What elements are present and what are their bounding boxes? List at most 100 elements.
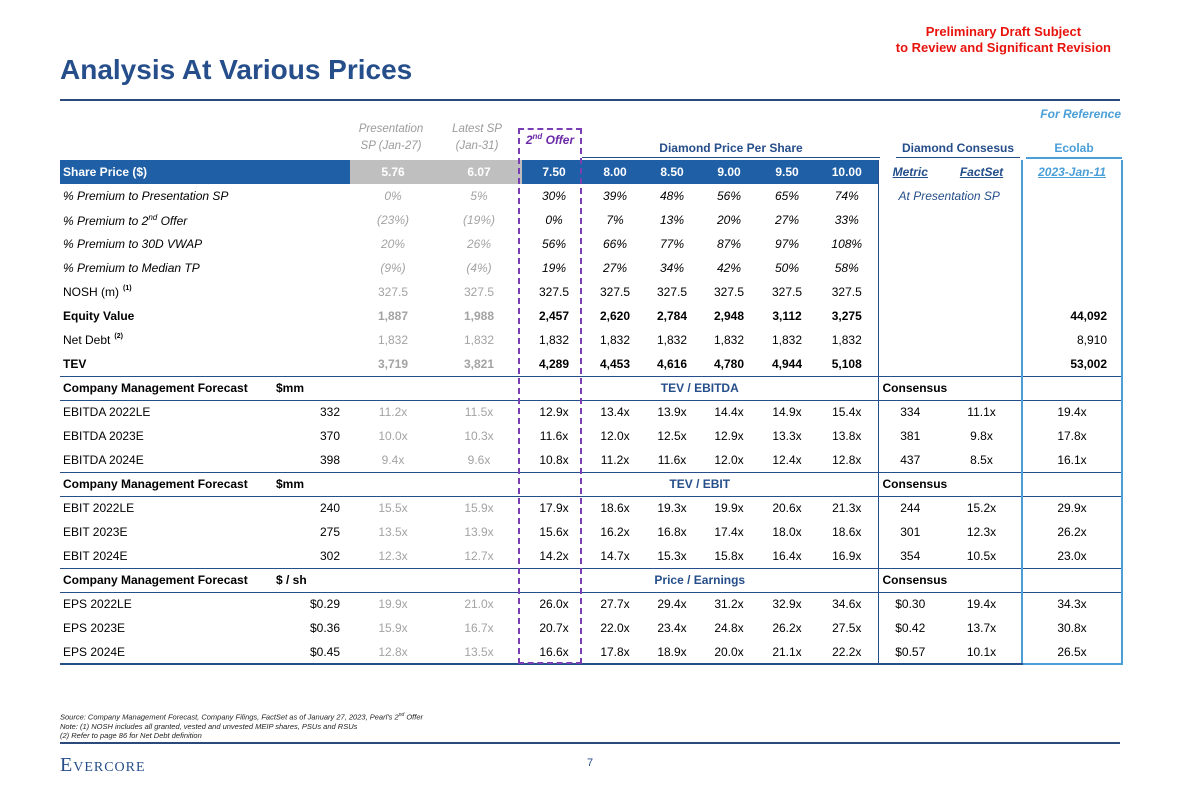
multiple-value: 27.5x [832, 621, 862, 635]
row-label: TEV [60, 352, 350, 376]
multiple-value: 12.9x [539, 405, 569, 420]
consensus-metric: 301 [877, 520, 943, 544]
row-value: 26% [467, 237, 492, 251]
consensus-metric: $0.30 [877, 592, 943, 616]
multiple-value: 20.0x [700, 640, 759, 665]
multiple-value: 21.0x [464, 597, 494, 612]
row-value: 19% [542, 261, 567, 275]
consensus-note [877, 280, 1023, 304]
consensus-metric: 334 [877, 400, 943, 424]
consensus-note [877, 328, 1023, 352]
multiple-value: 12.5x [657, 429, 687, 443]
multiple-value: 15.8x [714, 548, 744, 563]
base-value: $0.36 [309, 621, 341, 635]
row-label: Equity Value [60, 304, 350, 328]
row-value: 4,616 [657, 356, 688, 371]
source-sup: nd [398, 712, 405, 718]
share-price-value: 7.50 [522, 160, 587, 184]
consensus-metric: 244 [877, 496, 943, 520]
row-value: 2,948 [714, 309, 745, 323]
multiple-value: 14.9x [772, 405, 802, 420]
multiple-value: 15.3x [657, 548, 687, 563]
table-row: EBITDA 2022LE 332 11.2x 11.5x 12.9x 13.4x 13.9… [60, 400, 1124, 424]
row-value: 3,821 [464, 356, 495, 371]
row-value: 5% [470, 189, 488, 203]
multiple-value: 11.6x [657, 452, 687, 467]
row-value: 327.5 [714, 285, 745, 299]
row-value: 58% [834, 261, 859, 275]
share-price-value: 6.07 [436, 160, 523, 184]
table-row: Net Debt (2) 1,832 1,832 1,832 1,832 1,832 1,83… [60, 328, 1124, 352]
row-value: 327.5 [600, 285, 631, 299]
row-value: (4%) [466, 261, 492, 275]
row-value: 20% [381, 237, 406, 251]
table-row: % Premium to 30D VWAP 20% 26% 56% 66% 77% 87% 9… [60, 232, 1124, 256]
multiple-value: 10.8x [539, 452, 569, 467]
presentation-header-line-1: Presentation [358, 123, 424, 135]
row-label-text: Net Debt [63, 333, 111, 347]
multiple-value: 26.0x [539, 597, 569, 612]
table-row: EBITDA 2023E 370 10.0x 10.3x 11.6x 12.0x 12.5x… [60, 424, 1124, 448]
row-label: EBITDA 2022LE [63, 405, 151, 420]
multiple-value: 12.4x [772, 452, 802, 467]
table-row: EPS 2023E $0.36 15.9x 16.7x 20.7x 22.0x 23.4x 2… [60, 616, 1124, 640]
row-value: 108% [831, 237, 863, 251]
multiple-value: 24.8x [714, 621, 744, 635]
multiple-value: 31.2x [714, 597, 744, 612]
multiple-value: 12.3x [378, 548, 408, 563]
row-value: 4,289 [539, 356, 570, 371]
table-row: % Premium to Median TP (9%) (4%) 19% 27% 34% 4… [60, 256, 1124, 280]
consensus-factset: 10.1x [942, 640, 1023, 665]
table-row: EPS 2024E $0.45 12.8x 13.5x 16.6x 17.8x 18.9x 2… [60, 640, 1124, 665]
row-label: Net Debt (2) [60, 328, 350, 352]
base-value: $0.29 [309, 597, 341, 612]
multiple-value: 21.1x [758, 640, 817, 665]
row-label: NOSH (m) (1) [60, 280, 350, 304]
row-value: 1,832 [714, 333, 745, 347]
row-value: 1,887 [378, 309, 409, 323]
row-value: 77% [660, 237, 685, 251]
consensus-metric: 381 [877, 424, 943, 448]
row-value: 3,275 [831, 309, 862, 323]
multiple-value: 9.6x [467, 452, 491, 467]
section-unit: $ / sh [260, 567, 351, 593]
consensus-metric: $0.42 [877, 616, 943, 640]
row-label: % Premium to 2nd Offer [60, 208, 350, 232]
row-value: 1,832 [657, 333, 688, 347]
diamond-consensus-underline [896, 157, 1020, 158]
multiple-value: 17.4x [714, 525, 744, 539]
ecolab-value: 16.1x [1021, 448, 1124, 472]
row-footnote-marker: (2) [114, 333, 123, 340]
multiple-value: 16.9x [832, 548, 862, 563]
page-number: 7 [586, 757, 594, 769]
multiple-value: 19.9x [714, 501, 744, 516]
multiple-value: 17.8x [586, 640, 645, 665]
consensus-factset: 12.3x [966, 525, 997, 539]
share-price-value: 5.76 [350, 160, 437, 184]
row-value: 65% [775, 189, 800, 203]
ecolab-value: 19.4x [1021, 400, 1124, 424]
table-row: TEV 3,719 3,821 4,289 4,453 4,616 4,780 4,944 5,… [60, 352, 1124, 376]
row-value: 0% [545, 213, 563, 227]
row-value: 97% [775, 237, 800, 251]
row-value: 48% [660, 189, 685, 203]
share-price-value: 8.50 [644, 160, 701, 184]
row-label: EBIT 2023E [63, 525, 128, 539]
multiple-value: 11.6x [539, 429, 569, 443]
consensus-factset: 19.4x [966, 597, 997, 612]
row-value: 39% [603, 189, 628, 203]
multiple-value: 19.3x [657, 501, 687, 516]
ecolab-value: 17.8x [1021, 424, 1124, 448]
valuation-table: Share Price ($) 5.76 6.07 7.50 8.00 8.50 9.00 9… [60, 160, 1124, 665]
latest-header-line-1: Latest SP [452, 123, 502, 135]
row-value: 1,832 [772, 333, 803, 347]
row-value: 56% [717, 189, 742, 203]
table-row: EBIT 2022LE 240 15.5x 15.9x 17.9x 18.6x 19.3x 1… [60, 496, 1124, 520]
row-value: 1,832 [600, 333, 631, 347]
presentation-header-line-2: SP (Jan-27) [360, 140, 422, 152]
metric-header: Metric [877, 160, 943, 184]
table-row: EPS 2022LE $0.29 19.9x 21.0x 26.0x 27.7x 29.4x… [60, 592, 1124, 616]
multiple-value: 22.0x [600, 621, 630, 635]
share-price-value: 9.50 [758, 160, 817, 184]
row-label-suffix: Offer [157, 213, 188, 228]
